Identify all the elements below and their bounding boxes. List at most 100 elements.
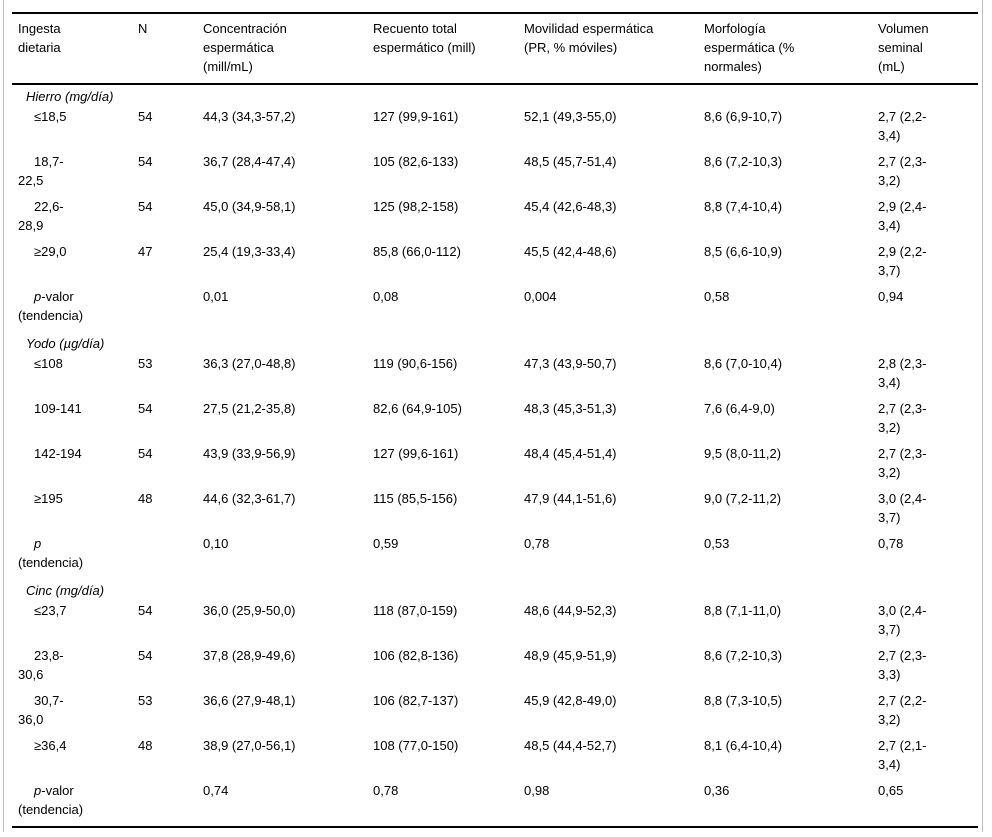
cell-motility: 47,3 (43,9-50,7) xyxy=(524,356,617,371)
table-row: ≤108 53 36,3 (27,0-48,8) 119 (90,6-156) 47,3… xyxy=(12,354,978,399)
cell-concentration: 0,74 xyxy=(203,783,229,798)
cell-morphology: 9,0 (7,2-11,2) xyxy=(704,491,782,506)
cell-concentration: 37,8 (28,9-49,6) xyxy=(203,648,296,663)
cell-motility: 45,4 (42,6-48,3) xyxy=(524,199,617,214)
p-value-label: p (tendencia) xyxy=(12,534,138,579)
cell-total-count: 85,8 (66,0-112) xyxy=(373,244,461,259)
cell-total-count: 82,6 (64,9-105) xyxy=(373,401,462,416)
cell-total-count: 106 (82,7-137) xyxy=(373,693,459,708)
row-label: ≤23,7 xyxy=(34,603,67,618)
cell-volume: 2,9 (2,2- 3,7) xyxy=(878,244,927,278)
section-title: Yodo (µg/día) xyxy=(26,336,105,351)
p-label-rest: -valor (tendencia) xyxy=(18,289,84,323)
section-title-row: Hierro (mg/día) xyxy=(12,84,978,107)
header-row: Ingesta dietaria N Concentración espermá… xyxy=(12,13,978,85)
col-header-morfologia-espermatica: Morfología espermática (% normales) xyxy=(704,13,878,85)
cell-n: 54 xyxy=(138,401,153,416)
table-row: ≥29,0 47 25,4 (19,3-33,4) 85,8 (66,0-112) 45… xyxy=(12,242,978,287)
p-value-row: p-valor (tendencia) 0,01 0,08 0,004 0,58 0,94 xyxy=(12,287,978,332)
section-title: Hierro (mg/día) xyxy=(26,89,114,104)
table-row: 18,7- 22,5 54 36,7 (28,4-47,4) 105 (82,6-13… xyxy=(12,152,978,197)
cell-concentration: 0,10 xyxy=(203,536,229,551)
cell-concentration: 36,0 (25,9-50,0) xyxy=(203,603,296,618)
cell-morphology: 7,6 (6,4-9,0) xyxy=(704,401,775,416)
table-row: 109-141 54 27,5 (21,2-35,8) 82,6 (64,9-105)… xyxy=(12,399,978,444)
cell-motility: 48,5 (44,4-52,7) xyxy=(524,738,617,753)
p-symbol: p xyxy=(34,783,42,798)
cell-motility: 48,4 (45,4-51,4) xyxy=(524,446,617,461)
cell-concentration: 38,9 (27,0-56,1) xyxy=(203,738,296,753)
cell-morphology: 8,8 (7,1-11,0) xyxy=(704,603,782,618)
cell-total-count: 125 (98,2-158) xyxy=(373,199,459,214)
cell-morphology: 9,5 (8,0-11,2) xyxy=(704,446,782,461)
table-row: ≤23,7 54 36,0 (25,9-50,0) 118 (87,0-159) 48,… xyxy=(12,601,978,646)
cell-volume: 2,7 (2,3- 3,2) xyxy=(878,446,927,480)
cell-volume: 2,9 (2,4- 3,4) xyxy=(878,199,927,233)
cell-motility: 48,5 (45,7-51,4) xyxy=(524,154,617,169)
row-label: 18,7- 22,5 xyxy=(18,154,64,188)
cell-volume: 2,7 (2,1- 3,4) xyxy=(878,738,927,772)
cell-n xyxy=(138,534,203,579)
cell-volume: 2,7 (2,2- 3,2) xyxy=(878,693,927,727)
row-label: 109-141 xyxy=(34,401,82,416)
table-head: Ingesta dietaria N Concentración espermá… xyxy=(12,13,978,85)
cell-total-count: 127 (99,6-161) xyxy=(373,446,459,461)
p-symbol: p xyxy=(34,536,42,551)
cell-morphology: 0,58 xyxy=(704,289,730,304)
cell-motility: 48,6 (44,9-52,3) xyxy=(524,603,617,618)
cell-n: 54 xyxy=(138,154,153,169)
col-header-concentracion-espermatica: Concentración espermática (mill/mL) xyxy=(203,13,373,85)
cell-total-count: 0,08 xyxy=(373,289,399,304)
cell-morphology: 8,6 (7,0-10,4) xyxy=(704,356,783,371)
cell-n: 54 xyxy=(138,199,153,214)
row-label: ≤108 xyxy=(34,356,63,371)
cell-volume: 2,8 (2,3- 3,4) xyxy=(878,356,927,390)
p-value-label: p-valor (tendencia) xyxy=(12,781,138,827)
cell-total-count: 106 (82,8-136) xyxy=(373,648,459,663)
cell-concentration: 43,9 (33,9-56,9) xyxy=(203,446,296,461)
table-row: 30,7- 36,0 53 36,6 (27,9-48,1) 106 (82,7-13… xyxy=(12,691,978,736)
cell-motility: 48,9 (45,9-51,9) xyxy=(524,648,617,663)
col-header-movilidad-espermatica: Movilidad espermática (PR, % móviles) xyxy=(524,13,704,85)
cell-morphology: 8,8 (7,4-10,4) xyxy=(704,199,783,214)
cell-total-count: 127 (99,9-161) xyxy=(373,109,459,124)
cell-volume: 3,0 (2,4- 3,7) xyxy=(878,491,927,525)
p-value-label: p-valor (tendencia) xyxy=(12,287,138,332)
row-label: 30,7- 36,0 xyxy=(18,693,64,727)
p-value-row: p-valor (tendencia) 0,74 0,78 0,98 0,36 0,65 xyxy=(12,781,978,827)
cell-total-count: 0,78 xyxy=(373,783,399,798)
cell-concentration: 44,3 (34,3-57,2) xyxy=(203,109,296,124)
cell-volume: 0,78 xyxy=(878,536,904,551)
row-label: 23,8- 30,6 xyxy=(18,648,64,682)
cell-morphology: 0,53 xyxy=(704,536,730,551)
table-row: 142-194 54 43,9 (33,9-56,9) 127 (99,6-161) 4… xyxy=(12,444,978,489)
cell-motility: 0,98 xyxy=(524,783,550,798)
cell-volume: 2,7 (2,3- 3,2) xyxy=(878,154,927,188)
cell-morphology: 8,1 (6,4-10,4) xyxy=(704,738,783,753)
cell-motility: 45,9 (42,8-49,0) xyxy=(524,693,617,708)
row-label: ≥29,0 xyxy=(34,244,67,259)
col-header-ingesta-dietaria: Ingesta dietaria xyxy=(12,13,138,85)
table-row: 22,6- 28,9 54 45,0 (34,9-58,1) 125 (98,2-15… xyxy=(12,197,978,242)
cell-concentration: 25,4 (19,3-33,4) xyxy=(203,244,296,259)
cell-volume: 2,7 (2,3- 3,3) xyxy=(878,648,927,682)
p-label-rest: -valor (tendencia) xyxy=(18,783,84,817)
cell-total-count: 108 (77,0-150) xyxy=(373,738,459,753)
row-label: ≤18,5 xyxy=(34,109,67,124)
cell-motility: 0,78 xyxy=(524,536,550,551)
cell-concentration: 36,7 (28,4-47,4) xyxy=(203,154,296,169)
cell-total-count: 115 (85,5-156) xyxy=(373,491,458,506)
table-row: ≤18,5 54 44,3 (34,3-57,2) 127 (99,9-161) 52,… xyxy=(12,107,978,152)
p-label-rest: (tendencia) xyxy=(18,555,84,570)
cell-morphology: 0,36 xyxy=(704,783,730,798)
cell-total-count: 105 (82,6-133) xyxy=(373,154,459,169)
section-title-row: Cinc (mg/día) xyxy=(12,579,978,601)
cell-n: 48 xyxy=(138,738,153,753)
cell-concentration: 27,5 (21,2-35,8) xyxy=(203,401,296,416)
col-header-volumen-seminal: Volumen seminal (mL) xyxy=(878,13,978,85)
cell-morphology: 8,8 (7,3-10,5) xyxy=(704,693,783,708)
cell-concentration: 0,01 xyxy=(203,289,229,304)
cell-motility: 45,5 (42,4-48,6) xyxy=(524,244,617,259)
cell-n: 54 xyxy=(138,446,153,461)
cell-n: 54 xyxy=(138,603,153,618)
